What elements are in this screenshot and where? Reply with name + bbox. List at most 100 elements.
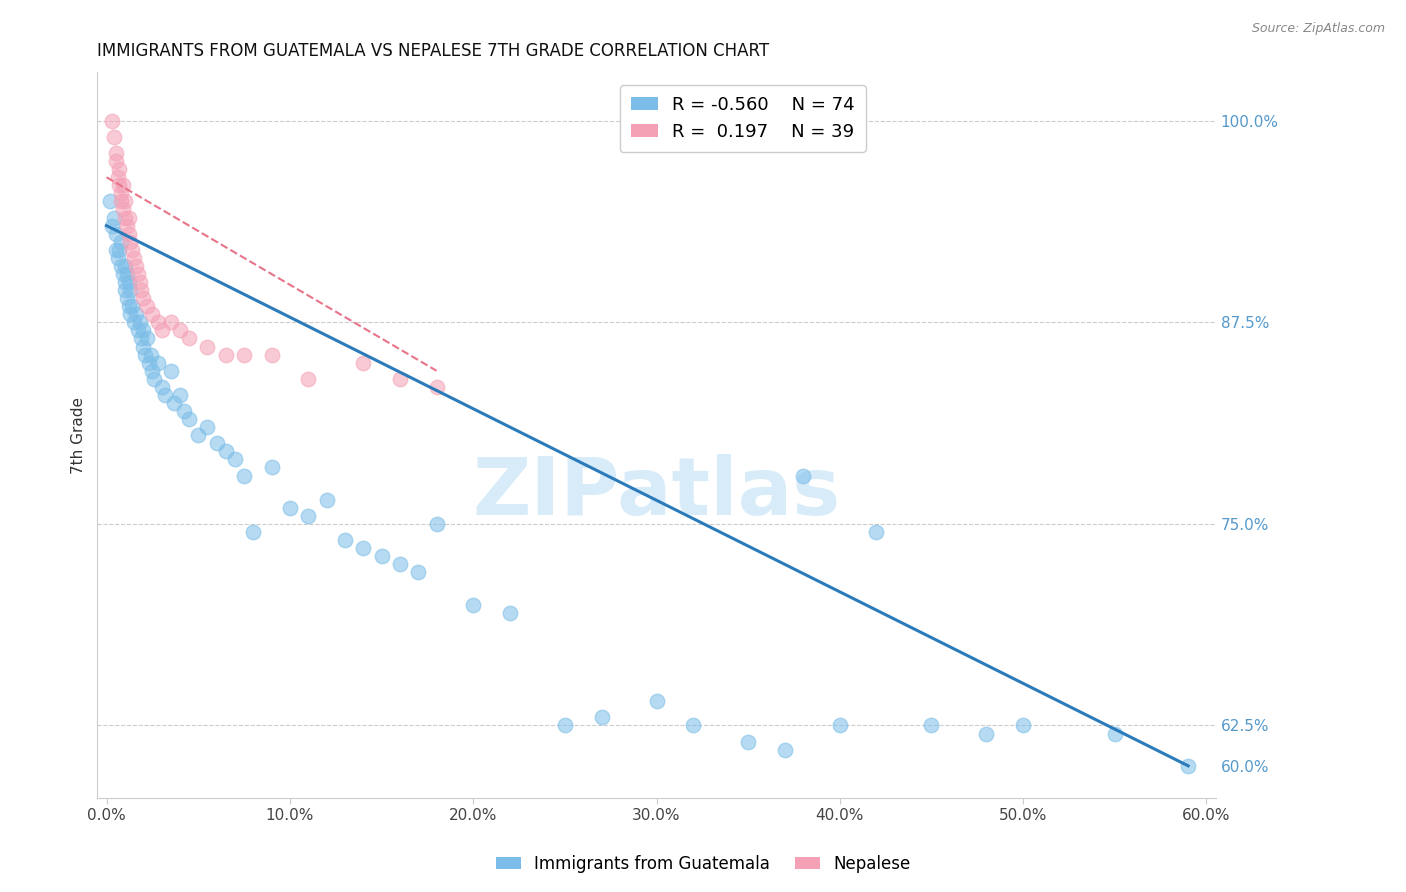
- Point: [103, 211, 125, 225]
- Point: [169, 323, 191, 337]
- Point: [135, 331, 157, 345]
- Point: [169, 388, 191, 402]
- Point: [117, 211, 139, 225]
- Point: [159, 315, 181, 329]
- Point: [260, 348, 283, 362]
- Point: [104, 146, 127, 161]
- Text: ZIPatlas: ZIPatlas: [472, 454, 841, 533]
- Point: [135, 299, 157, 313]
- Point: [132, 323, 155, 337]
- Point: [187, 428, 209, 442]
- Point: [215, 348, 238, 362]
- Point: [128, 315, 150, 329]
- Text: Source: ZipAtlas.com: Source: ZipAtlas.com: [1251, 22, 1385, 36]
- Point: [146, 315, 169, 329]
- Point: [127, 323, 149, 337]
- Point: [104, 227, 127, 241]
- Point: [406, 566, 429, 580]
- Point: [425, 516, 447, 531]
- Point: [297, 508, 319, 523]
- Point: [425, 380, 447, 394]
- Point: [138, 356, 160, 370]
- Point: [114, 283, 136, 297]
- Point: [1012, 718, 1035, 732]
- Point: [177, 331, 200, 345]
- Text: IMMIGRANTS FROM GUATEMALA VS NEPALESE 7TH GRADE CORRELATION CHART: IMMIGRANTS FROM GUATEMALA VS NEPALESE 7T…: [97, 42, 769, 60]
- Point: [110, 194, 132, 209]
- Point: [114, 275, 136, 289]
- Y-axis label: 7th Grade: 7th Grade: [72, 397, 86, 474]
- Point: [131, 283, 153, 297]
- Point: [554, 718, 576, 732]
- Point: [139, 348, 162, 362]
- Point: [591, 710, 613, 724]
- Point: [333, 533, 356, 547]
- Point: [115, 267, 138, 281]
- Point: [352, 541, 374, 555]
- Point: [108, 178, 131, 193]
- Point: [104, 154, 127, 169]
- Point: [215, 444, 238, 458]
- Point: [121, 243, 143, 257]
- Point: [297, 372, 319, 386]
- Point: [242, 524, 264, 539]
- Point: [122, 251, 145, 265]
- Point: [159, 364, 181, 378]
- Point: [260, 460, 283, 475]
- Point: [101, 219, 124, 233]
- Point: [865, 524, 887, 539]
- Point: [737, 734, 759, 748]
- Point: [773, 742, 796, 756]
- Point: [108, 162, 131, 177]
- Point: [141, 364, 163, 378]
- Point: [150, 323, 173, 337]
- Point: [388, 558, 411, 572]
- Point: [828, 718, 851, 732]
- Point: [107, 251, 129, 265]
- Point: [388, 372, 411, 386]
- Point: [114, 194, 136, 209]
- Legend: R = -0.560    N = 74, R =  0.197    N = 39: R = -0.560 N = 74, R = 0.197 N = 39: [620, 85, 866, 152]
- Point: [101, 113, 124, 128]
- Point: [224, 452, 246, 467]
- Point: [108, 243, 131, 257]
- Point: [110, 186, 132, 201]
- Point: [107, 170, 129, 185]
- Point: [921, 718, 943, 732]
- Point: [195, 420, 218, 434]
- Point: [163, 396, 186, 410]
- Point: [682, 718, 704, 732]
- Point: [153, 388, 176, 402]
- Point: [98, 194, 121, 209]
- Point: [115, 219, 138, 233]
- Point: [115, 291, 138, 305]
- Point: [792, 468, 814, 483]
- Point: [463, 598, 485, 612]
- Point: [120, 283, 142, 297]
- Point: [195, 340, 218, 354]
- Point: [976, 726, 998, 740]
- Point: [1104, 726, 1126, 740]
- Point: [110, 259, 132, 273]
- Point: [352, 356, 374, 370]
- Point: [131, 331, 153, 345]
- Point: [132, 291, 155, 305]
- Point: [111, 202, 134, 217]
- Point: [233, 348, 256, 362]
- Point: [499, 606, 522, 620]
- Point: [143, 372, 166, 386]
- Point: [111, 267, 134, 281]
- Point: [120, 235, 142, 249]
- Point: [127, 267, 149, 281]
- Point: [104, 243, 127, 257]
- Point: [315, 492, 337, 507]
- Point: [205, 436, 228, 450]
- Point: [121, 299, 143, 313]
- Point: [128, 275, 150, 289]
- Point: [370, 549, 392, 564]
- Point: [177, 412, 200, 426]
- Point: [278, 500, 301, 515]
- Point: [110, 235, 132, 249]
- Point: [103, 130, 125, 145]
- Point: [122, 315, 145, 329]
